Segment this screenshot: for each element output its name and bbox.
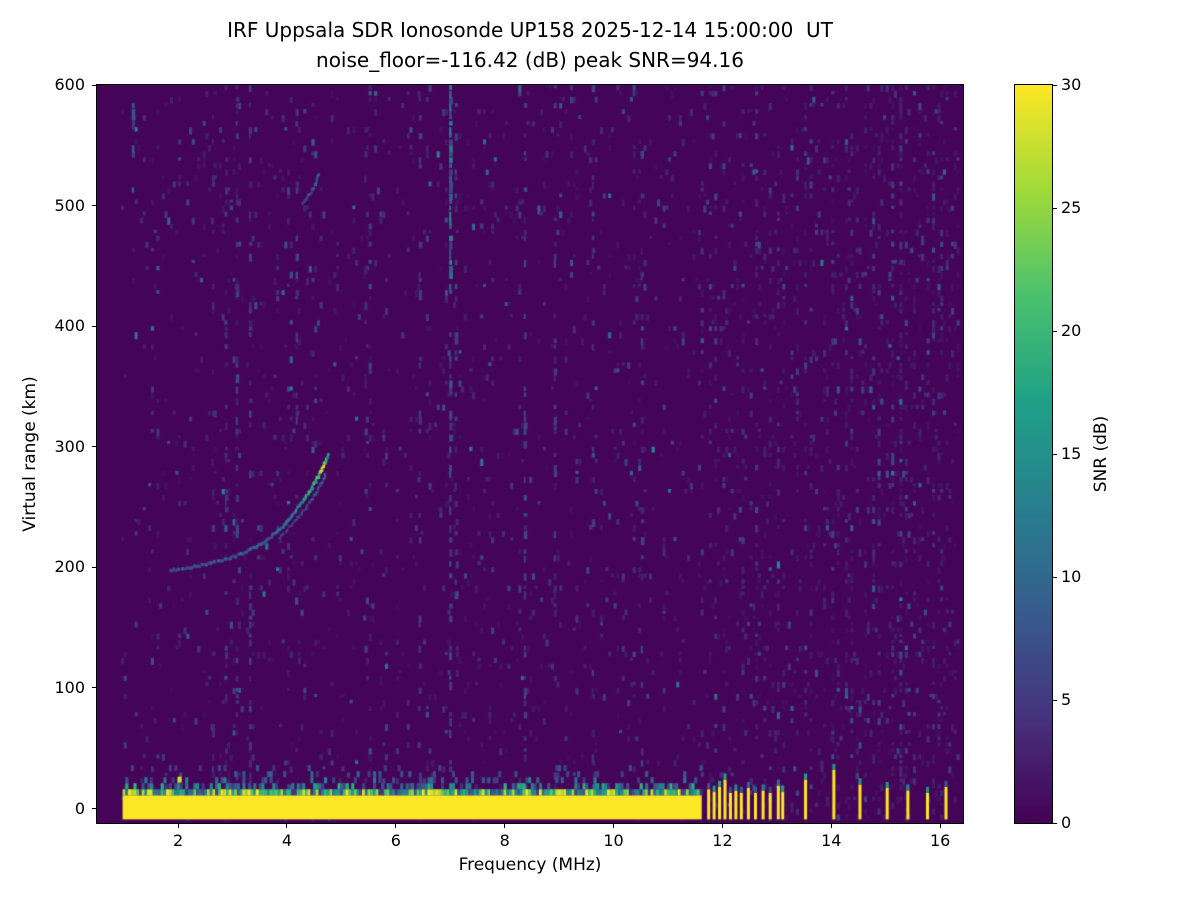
x-tick-mark xyxy=(286,824,288,828)
y-tick-label: 600 xyxy=(54,75,85,94)
x-tick-label: 12 xyxy=(712,831,733,850)
x-tick-label: 14 xyxy=(821,831,842,850)
y-tick-label: 400 xyxy=(54,316,85,336)
x-axis-label: Frequency (MHz) xyxy=(458,855,602,875)
x-tick-label: 2 xyxy=(173,831,184,850)
x-tick-mark xyxy=(504,824,506,828)
y-tick-mark xyxy=(92,446,96,448)
colorbar-tick-mark xyxy=(1053,453,1057,455)
colorbar-tick-mark xyxy=(1053,84,1057,86)
y-tick-label: 0 xyxy=(74,798,85,818)
x-tick-label: 6 xyxy=(390,831,401,850)
y-tick-mark xyxy=(92,808,96,810)
colorbar-tick-label: 20 xyxy=(1061,321,1082,340)
x-tick-label: 4 xyxy=(281,831,293,850)
colorbar-tick-label: 30 xyxy=(1061,75,1082,94)
colorbar-tick-mark xyxy=(1053,207,1057,209)
colorbar-tick-mark xyxy=(1053,330,1057,332)
y-tick-mark xyxy=(92,687,96,689)
x-tick-label: 10 xyxy=(603,831,624,850)
x-tick-mark xyxy=(721,824,723,828)
colorbar-tick-label: 0 xyxy=(1061,813,1072,832)
x-tick-label: 8 xyxy=(499,831,510,850)
colorbar-tick-label: 10 xyxy=(1061,567,1082,586)
colorbar xyxy=(1014,84,1053,824)
colorbar-tick-label: 25 xyxy=(1061,198,1082,217)
y-tick-mark xyxy=(92,205,96,207)
y-tick-label: 200 xyxy=(54,557,85,577)
y-tick-mark xyxy=(92,84,96,86)
x-tick-mark xyxy=(830,824,832,828)
x-tick-mark xyxy=(395,824,397,828)
colorbar-tick-label: 15 xyxy=(1061,444,1082,463)
x-tick-mark xyxy=(613,824,615,828)
colorbar-tick-mark xyxy=(1053,576,1057,578)
chart-subtitle: noise_floor=-116.42 (dB) peak SNR=94.16 xyxy=(316,48,744,72)
x-tick-label: 16 xyxy=(929,831,951,850)
y-tick-label: 100 xyxy=(54,677,85,697)
x-tick-mark xyxy=(177,824,179,828)
colorbar-tick-label: 5 xyxy=(1061,690,1072,709)
x-tick-mark xyxy=(939,824,941,828)
chart-title: IRF Uppsala SDR Ionosonde UP158 2025-12-… xyxy=(227,18,833,42)
y-tick-mark xyxy=(92,325,96,327)
y-tick-label: 300 xyxy=(54,436,85,456)
y-tick-label: 500 xyxy=(54,195,85,215)
plot-area xyxy=(96,84,964,824)
ionogram-heatmap-canvas xyxy=(97,85,963,823)
colorbar-tick-mark xyxy=(1053,822,1057,824)
colorbar-gradient xyxy=(1015,85,1052,823)
colorbar-tick-mark xyxy=(1053,699,1057,701)
y-tick-mark xyxy=(92,566,96,568)
